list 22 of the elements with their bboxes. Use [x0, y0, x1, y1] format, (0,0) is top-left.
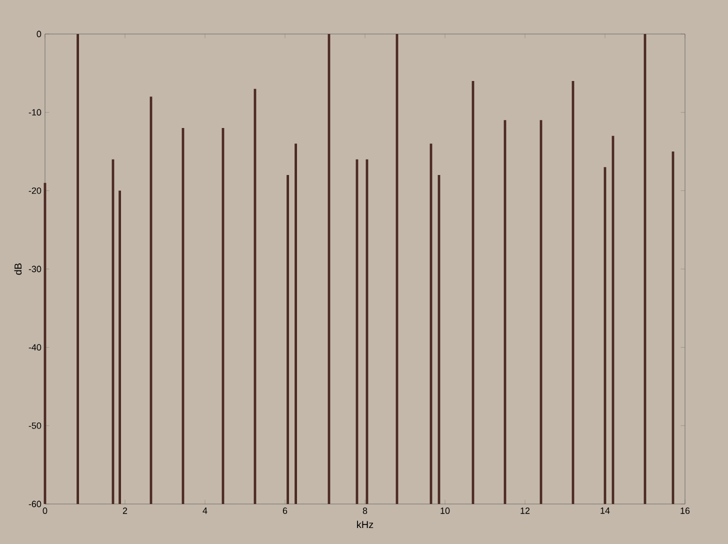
x-tick-label: 0	[42, 508, 48, 514]
y-tick-label: -20	[28, 187, 42, 194]
x-tick-label: 14	[600, 508, 610, 514]
y-tick-label: -10	[28, 109, 42, 116]
y-tick-label: -30	[28, 266, 42, 272]
y-tick-label: -50	[28, 422, 42, 429]
x-tick-label: 16	[680, 508, 690, 514]
y-tick-label: 0	[36, 30, 42, 38]
bar	[118, 190, 121, 504]
y-tick-label: -40	[28, 344, 42, 351]
x-tick-label: 6	[282, 508, 288, 514]
x-axis-title: kHz	[357, 520, 374, 528]
bar	[286, 175, 289, 504]
y-tick-label: -60	[28, 500, 42, 508]
y-axis-title: dB	[14, 263, 22, 275]
bar	[76, 34, 79, 504]
bar	[294, 144, 297, 504]
x-tick-label: 4	[202, 508, 208, 514]
x-tick-label: 12	[520, 508, 530, 514]
x-tick-label: 8	[362, 508, 368, 514]
x-tick-label: 10	[440, 508, 450, 514]
x-tick-label: 2	[122, 508, 128, 514]
